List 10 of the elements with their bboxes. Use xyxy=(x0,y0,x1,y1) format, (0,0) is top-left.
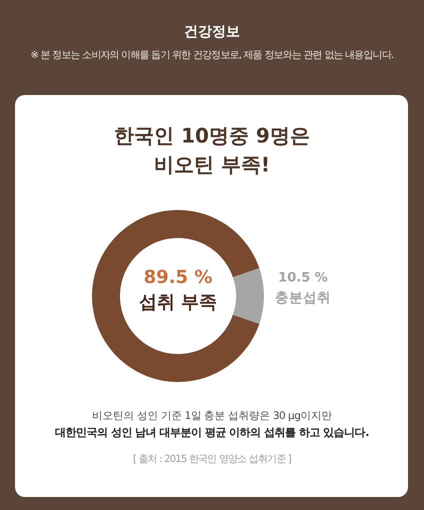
slice-label: 섭취 부족 xyxy=(138,292,218,313)
text: 비오틴의 성인 기준 1일 충분 섭취량은 30 μg이지만 xyxy=(91,410,333,423)
slice-label: 충분섭취 xyxy=(275,290,331,306)
text: 대한민국의 성인 남녀 대부분이 평균 이하의 섭취를 하고 있습니다. xyxy=(54,426,370,440)
text: 건강정보 xyxy=(183,24,241,41)
chart-title: 한국인 10명중 9명은 비오틴 부족! xyxy=(114,124,310,176)
text: ※ 본 정보는 소비자의 이해를 돕기 위한 건강정보로, 제품 정보와는 관련 없는 내용입니다. xyxy=(30,50,394,62)
text: [ 출처 : 2015 한국인 영양소 섭취기준 ] xyxy=(132,454,292,466)
data-label: 89.5 % xyxy=(144,267,212,288)
data-label: 10.5 % xyxy=(278,270,328,286)
